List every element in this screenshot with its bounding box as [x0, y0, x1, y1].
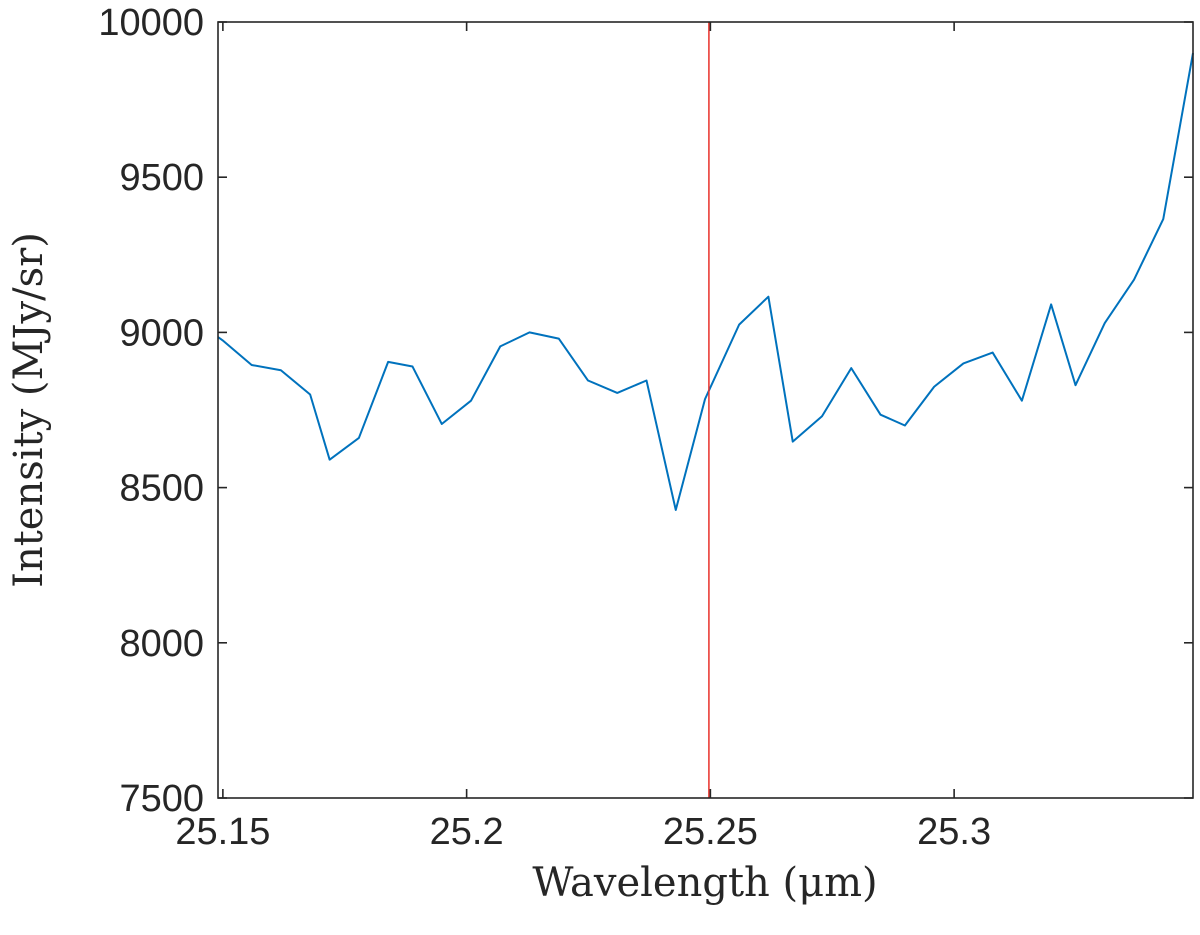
y-tick-label: 7500: [119, 778, 204, 820]
x-tick-label: 25.2: [430, 811, 504, 853]
x-tick-label: 25.15: [175, 811, 270, 853]
x-axis-label: Wavelength (μm): [532, 860, 877, 906]
plot-area: [218, 22, 1193, 798]
chart-marks: [217, 22, 1194, 798]
x-tick-label: 25.25: [663, 811, 758, 853]
x-tick-label: 25.3: [917, 811, 991, 853]
y-tick-label: 8000: [119, 623, 204, 665]
y-tick-label: 9000: [119, 312, 204, 354]
y-axis-label: Intensity (MJy/sr): [6, 232, 52, 588]
series-line-1: [217, 52, 1194, 511]
axes: 7500 8000 8500 9000 9500 10000 25.15 25.2 25.25 2…: [98, 2, 1194, 853]
axes-box: [217, 21, 1194, 799]
y-tick-label: 8500: [119, 468, 204, 510]
plot-background: [218, 22, 1193, 798]
y-tick-label: 10000: [98, 2, 204, 44]
y-tick-label: 9500: [119, 157, 204, 199]
